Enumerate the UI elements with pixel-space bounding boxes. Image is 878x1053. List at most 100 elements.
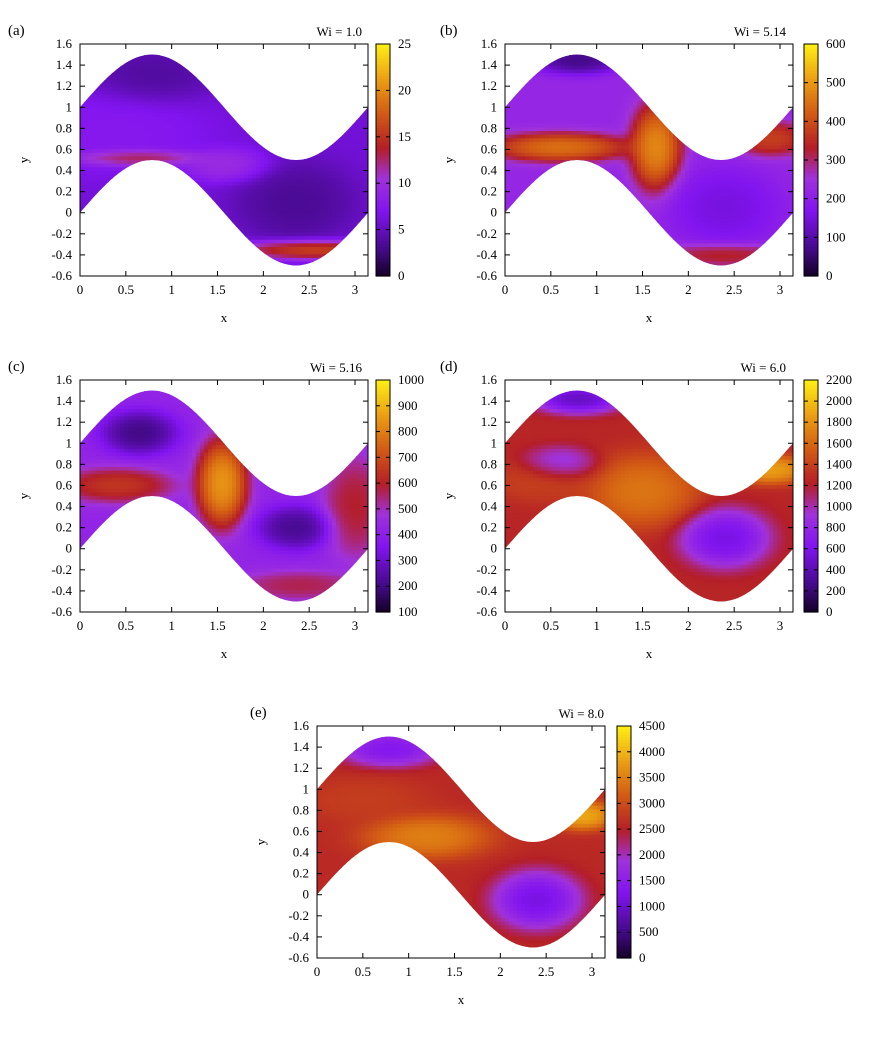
y-tick-label: 1	[491, 99, 498, 114]
y-tick-label: -0.2	[288, 908, 309, 923]
colorbar-tick-label: 4000	[639, 744, 665, 759]
y-tick-label: 1.4	[293, 739, 310, 754]
x-tick-label: 1	[593, 618, 600, 633]
panel-2: 0 0.5 1 1.5 2 2.5 3 -0.6 -0.4 -0.2 0 0.2 0.4 0.6 0.8 1 1…	[440, 23, 846, 325]
colorbar-tick-label: 1800	[826, 414, 852, 429]
colorbar-tick-label: 0	[398, 268, 405, 283]
colorbar-tick-label: 200	[826, 191, 846, 206]
panel-label: (c)	[8, 359, 25, 375]
colorbar-tick-label: 300	[398, 552, 418, 567]
y-tick-label: 1.6	[56, 36, 73, 51]
x-tick-label: 2	[497, 964, 504, 979]
y-tick-label: 0	[66, 205, 73, 220]
y-tick-label: 0.8	[481, 456, 497, 471]
x-tick-label: 2	[685, 282, 692, 297]
y-tick-label: -0.4	[476, 583, 497, 598]
x-tick-label: 2.5	[301, 618, 317, 633]
colorbar-tick-label: 100	[398, 604, 418, 619]
y-tick-label: 1.4	[56, 57, 73, 72]
y-tick-label: 0.2	[56, 184, 72, 199]
x-tick-label: 0	[502, 282, 509, 297]
y-tick-label: 1.2	[56, 78, 72, 93]
colorbar: 0 5 10 15 20 25	[375, 36, 411, 283]
colorbar-tick-label: 1400	[826, 456, 852, 471]
colorbar-tick-label: 2500	[639, 821, 665, 836]
colorbar-tick-label: 3500	[639, 770, 665, 785]
panel-5: 0 0.5 1 1.5 2 2.5 3 -0.6 -0.4 -0.2 0 0.2 0.4 0.6 0.8 1 1…	[250, 705, 665, 1007]
chart-title: Wi = 6.0	[741, 360, 786, 375]
panel-label: (b)	[440, 23, 458, 39]
y-tick-label: -0.6	[51, 268, 72, 283]
x-tick-label: 1	[405, 964, 412, 979]
colorbar-tick-label: 600	[826, 541, 846, 556]
colorbar-tick-label: 100	[826, 229, 846, 244]
colorbar-tick-label: 600	[826, 36, 846, 51]
x-tick-label: 0.5	[118, 618, 134, 633]
x-tick-label: 2	[260, 282, 267, 297]
y-tick-label: 1.2	[56, 414, 72, 429]
y-tick-label: -0.4	[288, 929, 309, 944]
y-tick-label: -0.4	[51, 583, 72, 598]
y-tick-label: 0.4	[481, 499, 498, 514]
y-tick-label: 1.6	[481, 372, 498, 387]
colorbar: 0 500 1000 1500 2000 2500 3000 3500 4000 4500	[616, 718, 665, 965]
y-tick-label: 1	[491, 435, 498, 450]
colorbar-tick-label: 3000	[639, 795, 665, 810]
colorbar-tick-label: 900	[398, 398, 418, 413]
chart-title: Wi = 5.14	[734, 24, 786, 39]
y-tick-label: 1.4	[56, 393, 73, 408]
x-axis-label: x	[221, 646, 228, 661]
x-tick-label: 1	[168, 618, 175, 633]
colorbar-tick-label: 1000	[826, 499, 852, 514]
y-tick-label: -0.4	[51, 247, 72, 262]
colorbar-tick-label: 15	[398, 129, 411, 144]
heatmap-field	[80, 54, 368, 266]
y-tick-label: 1.6	[293, 718, 310, 733]
y-tick-label: 0	[66, 541, 73, 556]
x-tick-label: 3	[352, 618, 359, 633]
x-tick-label: 2	[260, 618, 267, 633]
heatmap-field	[505, 54, 793, 266]
x-tick-label: 2	[685, 618, 692, 633]
colorbar-tick-label: 1200	[826, 477, 852, 492]
y-tick-label: 0.6	[481, 477, 498, 492]
y-tick-label: 1.6	[481, 36, 498, 51]
x-tick-label: 2.5	[726, 618, 742, 633]
x-tick-label: 1.5	[634, 618, 650, 633]
x-tick-label: 0.5	[118, 282, 134, 297]
y-tick-label: 1.2	[481, 78, 497, 93]
y-axis-label: y	[16, 156, 31, 163]
heatmap-field	[317, 736, 605, 948]
colorbar-tick-label: 2200	[826, 372, 852, 387]
y-tick-label: 1	[303, 781, 310, 796]
colorbar: 100 200 300 400 500 600 700 800 900 1000	[375, 372, 424, 619]
colorbar-tick-label: 800	[826, 520, 846, 535]
x-tick-label: 0	[502, 618, 509, 633]
y-tick-label: 1.2	[481, 414, 497, 429]
x-axis-label: x	[458, 992, 465, 1007]
colorbar-tick-label: 500	[398, 501, 418, 516]
heatmap-field	[80, 390, 368, 602]
x-tick-label: 0.5	[543, 282, 559, 297]
y-tick-label: 0.6	[56, 477, 73, 492]
y-tick-label: -0.2	[476, 226, 497, 241]
y-tick-label: 1.2	[293, 760, 309, 775]
y-tick-label: 0.4	[481, 163, 498, 178]
y-tick-label: 1.4	[481, 393, 498, 408]
colorbar-tick-label: 2000	[826, 393, 852, 408]
colorbar-tick-label: 25	[398, 36, 411, 51]
x-tick-label: 0.5	[355, 964, 371, 979]
colorbar-tick-label: 1500	[639, 873, 665, 888]
plot-frame	[79, 379, 369, 613]
y-tick-label: 0.2	[481, 520, 497, 535]
y-tick-label: 0	[303, 887, 310, 902]
y-axis-label: y	[441, 492, 456, 499]
y-tick-label: 1	[66, 435, 73, 450]
panel-1: 0 0.5 1 1.5 2 2.5 3 -0.6 -0.4 -0.2 0 0.2 0.4 0.6 0.8 1 1…	[8, 23, 411, 325]
x-tick-label: 1	[593, 282, 600, 297]
y-tick-label: 0.2	[481, 184, 497, 199]
colorbar-tick-label: 4500	[639, 718, 665, 733]
heatmap-field	[505, 390, 793, 602]
colorbar-tick-label: 300	[826, 152, 846, 167]
y-tick-label: -0.4	[476, 247, 497, 262]
